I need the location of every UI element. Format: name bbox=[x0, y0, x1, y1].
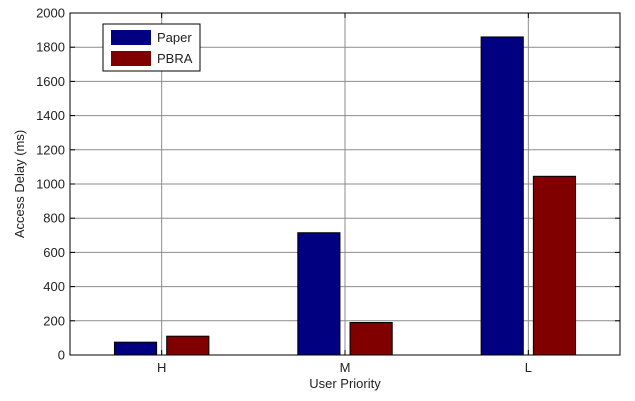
bars bbox=[113, 36, 577, 356]
legend-swatch-pbra bbox=[111, 51, 151, 66]
y-tick-label: 1200 bbox=[36, 142, 65, 157]
y-tick-label: 0 bbox=[58, 348, 65, 363]
y-tick-label: 1800 bbox=[36, 40, 65, 55]
y-tick-label: 1400 bbox=[36, 108, 65, 123]
y-tick-label: 200 bbox=[43, 313, 65, 328]
legend: Paper PBRA bbox=[102, 23, 201, 72]
y-tick-label: 800 bbox=[43, 211, 65, 226]
bar-pbra-h bbox=[166, 335, 210, 356]
y-tick-label: 400 bbox=[43, 279, 65, 294]
grid-lines bbox=[70, 13, 620, 355]
bar-paper-m bbox=[297, 232, 341, 356]
y-tick-label: 600 bbox=[43, 245, 65, 260]
legend-swatch-paper bbox=[111, 30, 151, 45]
bar-paper-h bbox=[113, 341, 158, 356]
x-tick-label: M bbox=[340, 360, 351, 375]
y-tick-label: 2000 bbox=[36, 6, 65, 21]
y-tick-label: 1000 bbox=[36, 177, 65, 192]
bar-pbra-l bbox=[532, 175, 577, 356]
y-tick-label: 1600 bbox=[36, 74, 65, 89]
bar-paper-l bbox=[480, 36, 524, 356]
x-tick-label: H bbox=[157, 360, 166, 375]
x-tick-label: L bbox=[525, 360, 532, 375]
y-axis-ticks: 0 200 400 600 800 1000 1200 1400 1600 1800 2000 bbox=[36, 6, 620, 363]
legend-label-pbra: PBRA bbox=[157, 51, 193, 66]
y-axis-label: Access Delay (ms) bbox=[12, 130, 27, 238]
x-axis-label: User Priority bbox=[309, 376, 381, 391]
legend-label-paper: Paper bbox=[157, 30, 192, 45]
bar-pbra-m bbox=[349, 322, 393, 356]
